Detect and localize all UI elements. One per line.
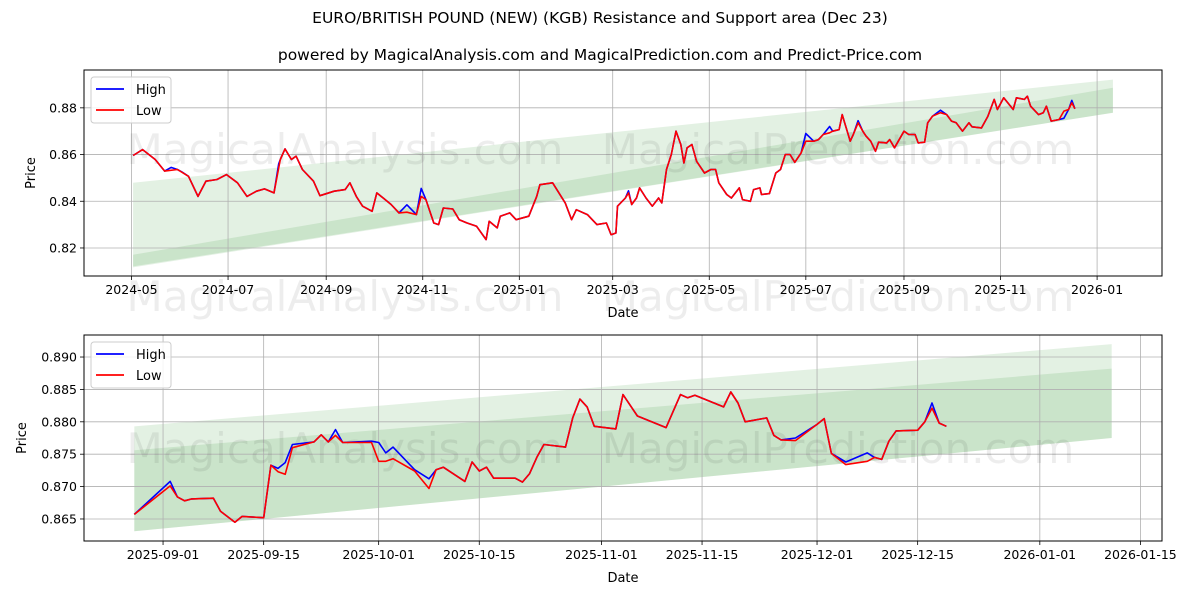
chart-panel-1: 2024-05 2024-07 2024-09 2024-11 2025-01 2025-…	[24, 69, 1163, 321]
x-tick-label: 2025-11-01	[565, 547, 638, 562]
x-axis-label: Date	[607, 571, 638, 586]
chart-panel-2: 2025-09-01 2025-09-15 2025-10-01 2025-10-15…	[15, 334, 1177, 586]
x-tick-label: 2024-09	[300, 282, 352, 297]
x-tick-label: 2024-11	[397, 282, 449, 297]
x-tick-label: 2025-03	[587, 282, 639, 297]
series-group	[132, 95, 1076, 241]
watermark-text: MagicalAnalysis.com	[127, 125, 564, 174]
y-axis-label: Price	[15, 422, 30, 454]
x-tick-label: 2025-05	[683, 282, 735, 297]
watermark-text: MagicalPrediction.com	[602, 125, 1075, 174]
y-tick-label: 0.86	[49, 147, 77, 162]
x-tick-label: 2025-11-15	[666, 547, 739, 562]
x-tick-label: 2025-07	[780, 282, 832, 297]
x-tick-label: 2025-10-15	[443, 547, 516, 562]
watermark-text: MagicalAnalysis.com	[127, 424, 564, 473]
watermark-text: MagicalAnalysis.com	[127, 272, 564, 321]
x-tick-label: 2025-12-01	[781, 547, 854, 562]
y-tick-label: 0.88	[49, 100, 77, 115]
chart-subtitle: powered by MagicalAnalysis.com and Magic…	[277, 46, 923, 64]
x-tick-label: 2025-11	[974, 282, 1026, 297]
y-tick-label: 0.880	[41, 414, 77, 429]
x-tick-label: 2026-01-01	[1003, 547, 1076, 562]
y-tick-label: 0.890	[41, 350, 77, 365]
x-tick-label: 2025-01	[493, 282, 545, 297]
legend: High Low	[90, 341, 172, 389]
x-tick-label: 2024-05	[105, 282, 157, 297]
x-tick-label: 2026-01-15	[1104, 547, 1177, 562]
x-tick-label: 2025-09-01	[127, 547, 200, 562]
legend-label-high: High	[136, 348, 166, 363]
x-tick-label: 2025-09	[878, 282, 930, 297]
y-tick-label: 0.885	[41, 382, 77, 397]
watermark-text: MagicalPrediction.com	[602, 272, 1075, 321]
legend-label-low: Low	[136, 369, 162, 384]
y-axis-label: Price	[24, 157, 39, 189]
watermark-text: MagicalPrediction.com	[602, 424, 1075, 473]
resistance-support-wide-band	[133, 79, 1113, 268]
series-group	[133, 391, 947, 523]
resistance-support-core-band	[133, 87, 1113, 267]
y-tick-label: 0.84	[49, 194, 77, 209]
axes-frame	[83, 69, 1163, 277]
x-tick-label: 2025-12-15	[881, 547, 954, 562]
legend-label-low: Low	[136, 104, 162, 119]
chart-title: EURO/BRITISH POUND (NEW) (KGB) Resistanc…	[312, 9, 888, 27]
x-tick-label: 2025-09-15	[227, 547, 300, 562]
legend-label-high: High	[136, 83, 166, 98]
axes-frame	[83, 334, 1163, 542]
x-tick-label: 2026-01	[1071, 282, 1123, 297]
y-tick-label: 0.82	[49, 240, 77, 255]
low-series-line	[132, 95, 1076, 241]
y-tick-label: 0.870	[41, 479, 77, 494]
y-tick-label: 0.865	[41, 511, 77, 526]
x-tick-label: 2025-10-01	[342, 547, 415, 562]
legend: High Low	[90, 76, 172, 124]
x-tick-label: 2024-07	[202, 282, 254, 297]
low-series-line	[133, 391, 947, 523]
x-axis-label: Date	[607, 306, 638, 321]
y-tick-label: 0.875	[41, 447, 77, 462]
